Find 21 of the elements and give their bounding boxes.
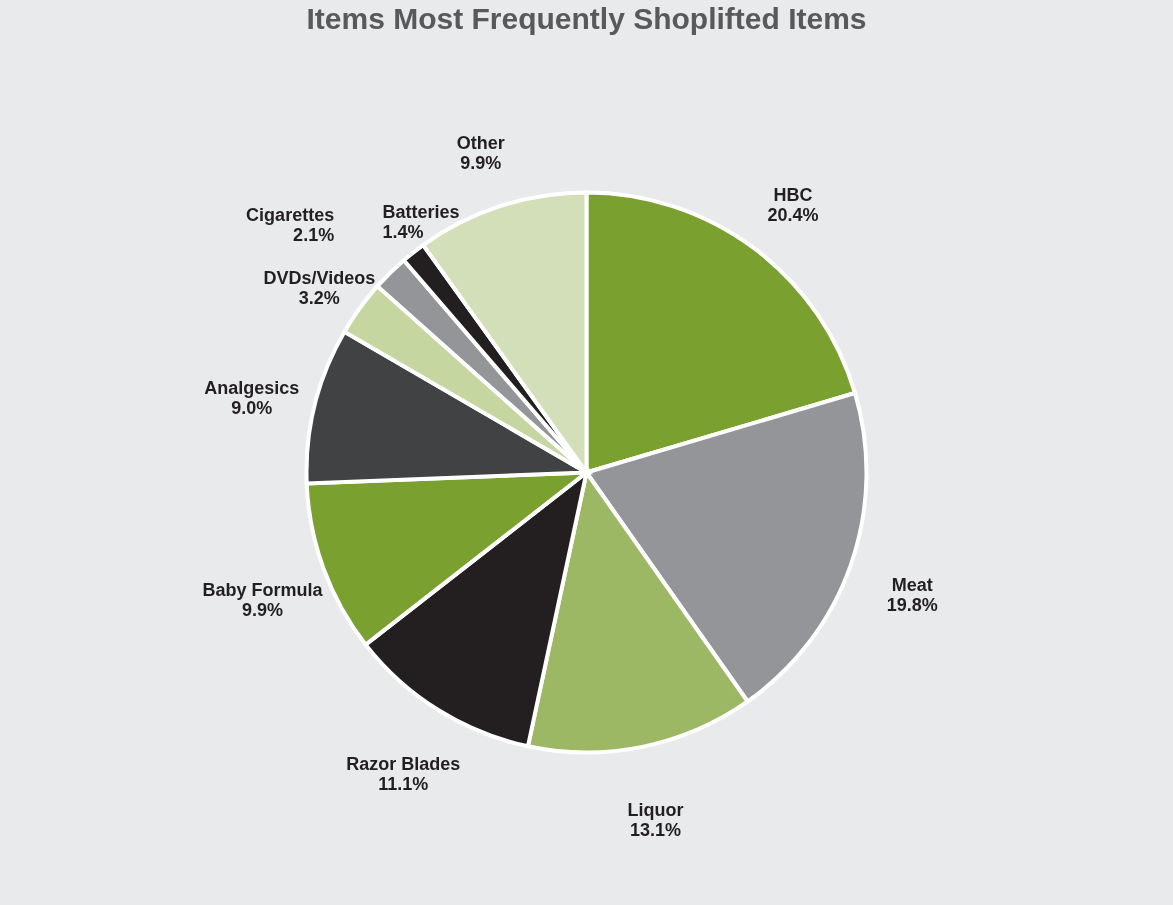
slice-label: HBC: [773, 185, 813, 206]
slice-label: Analgesics: [204, 378, 300, 399]
data-label: 1.4%: [382, 222, 424, 243]
slice-label: Meat: [891, 574, 933, 595]
data-label: 9.9%: [460, 153, 502, 174]
slice-label: Other: [456, 133, 505, 154]
data-label: 3.2%: [298, 287, 340, 308]
slice-label: Batteries: [382, 202, 460, 223]
slice-label: Baby Formula: [202, 580, 324, 601]
slice-label: Razor Blades: [346, 753, 461, 774]
data-label: 19.8%: [886, 594, 938, 615]
data-label: 9.0%: [231, 398, 273, 419]
slice-label: DVDs/Videos: [263, 267, 376, 288]
data-label: 11.1%: [378, 773, 429, 794]
data-label: 13.1%: [629, 819, 681, 840]
data-label: 20.4%: [767, 205, 819, 226]
slice-label: Liquor: [627, 799, 684, 820]
chart-title: Items Most Frequently Shoplifted Items: [306, 2, 867, 35]
data-label: 9.9%: [241, 600, 284, 621]
slice-label: Cigarettes: [246, 204, 335, 225]
data-label: 2.1%: [293, 224, 335, 245]
